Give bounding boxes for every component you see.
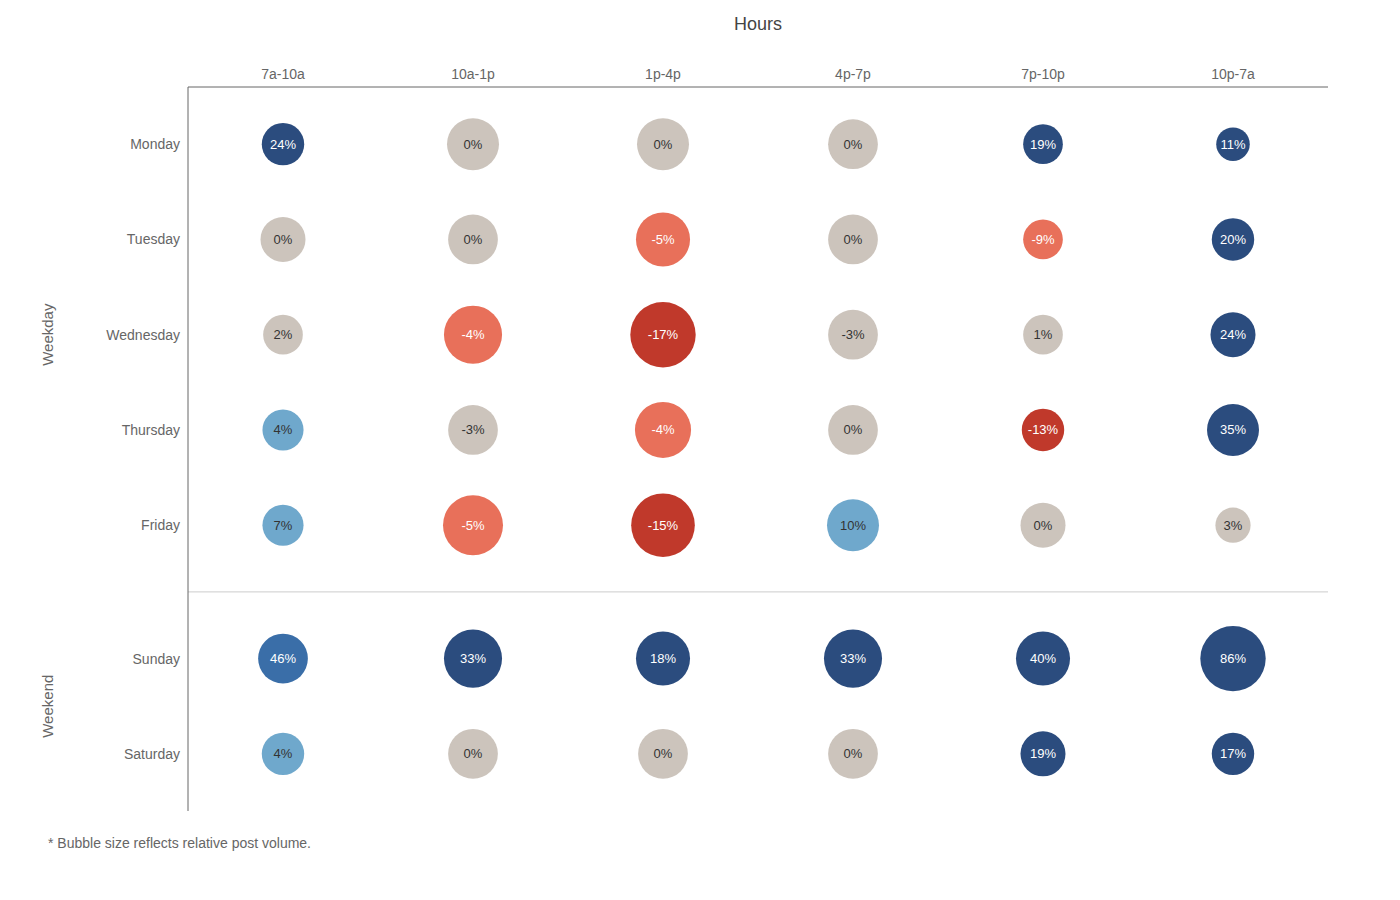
- svg-text:19%: 19%: [1030, 746, 1056, 761]
- svg-text:-3%: -3%: [461, 422, 485, 437]
- svg-text:7p-10p: 7p-10p: [1021, 66, 1065, 82]
- svg-text:24%: 24%: [270, 137, 296, 152]
- svg-text:-17%: -17%: [648, 327, 679, 342]
- svg-text:-4%: -4%: [461, 327, 485, 342]
- svg-text:0%: 0%: [464, 232, 483, 247]
- svg-text:Wednesday: Wednesday: [106, 327, 180, 343]
- svg-text:20%: 20%: [1220, 232, 1246, 247]
- svg-text:-4%: -4%: [651, 422, 675, 437]
- svg-text:19%: 19%: [1030, 137, 1056, 152]
- svg-text:4%: 4%: [274, 422, 293, 437]
- svg-text:-3%: -3%: [841, 327, 865, 342]
- svg-text:Weekday: Weekday: [40, 303, 57, 366]
- svg-text:1p-4p: 1p-4p: [645, 66, 681, 82]
- svg-text:0%: 0%: [464, 746, 483, 761]
- svg-text:33%: 33%: [460, 651, 486, 666]
- svg-text:-15%: -15%: [648, 518, 679, 533]
- svg-text:4p-7p: 4p-7p: [835, 66, 871, 82]
- html-text:Hours: Hours: [734, 14, 782, 34]
- svg-text:Saturday: Saturday: [124, 746, 180, 762]
- svg-text:Friday: Friday: [141, 517, 180, 533]
- svg-text:2%: 2%: [274, 327, 293, 342]
- svg-text:10p-7a: 10p-7a: [1211, 66, 1255, 82]
- svg-text:0%: 0%: [844, 137, 863, 152]
- svg-text:0%: 0%: [654, 746, 673, 761]
- svg-text:0%: 0%: [654, 137, 673, 152]
- svg-text:Tuesday: Tuesday: [127, 231, 180, 247]
- svg-text:0%: 0%: [844, 746, 863, 761]
- svg-text:3%: 3%: [1224, 518, 1243, 533]
- svg-text:-5%: -5%: [651, 232, 675, 247]
- svg-text:17%: 17%: [1220, 746, 1246, 761]
- svg-text:24%: 24%: [1220, 327, 1246, 342]
- svg-text:4%: 4%: [274, 746, 293, 761]
- svg-text:10a-1p: 10a-1p: [451, 66, 495, 82]
- svg-text:Sunday: Sunday: [133, 651, 180, 667]
- svg-text:35%: 35%: [1220, 422, 1246, 437]
- svg-text:-9%: -9%: [1031, 232, 1055, 247]
- svg-text:Thursday: Thursday: [122, 422, 180, 438]
- svg-text:0%: 0%: [844, 232, 863, 247]
- svg-text:40%: 40%: [1030, 651, 1056, 666]
- svg-text:18%: 18%: [650, 651, 676, 666]
- svg-text:0%: 0%: [274, 232, 293, 247]
- svg-text:11%: 11%: [1220, 137, 1245, 152]
- svg-text:7%: 7%: [274, 518, 293, 533]
- svg-text:Monday: Monday: [130, 136, 180, 152]
- svg-text:0%: 0%: [1034, 518, 1053, 533]
- svg-text:-5%: -5%: [461, 518, 485, 533]
- svg-text:86%: 86%: [1220, 651, 1246, 666]
- svg-text:10%: 10%: [840, 518, 866, 533]
- svg-text:0%: 0%: [464, 137, 483, 152]
- svg-text:Weekend: Weekend: [40, 675, 57, 738]
- svg-text:33%: 33%: [840, 651, 866, 666]
- svg-text:7a-10a: 7a-10a: [261, 66, 305, 82]
- svg-text:46%: 46%: [270, 651, 296, 666]
- svg-text:-13%: -13%: [1028, 422, 1059, 437]
- svg-text:1%: 1%: [1034, 327, 1053, 342]
- html-text:* Bubble size reflects relativ: * Bubble size reflects relative post vol…: [48, 835, 311, 851]
- svg-text:0%: 0%: [844, 422, 863, 437]
